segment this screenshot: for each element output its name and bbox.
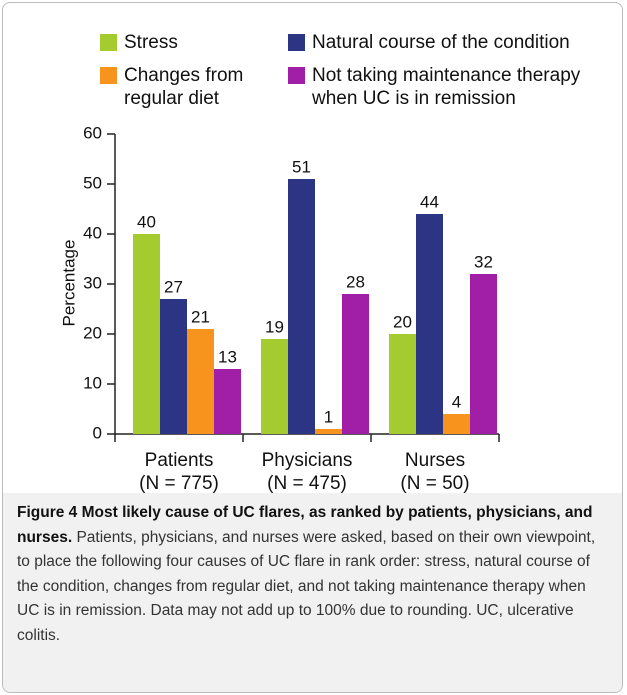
legend-label: Stress [124, 32, 178, 53]
value-label: 19 [265, 317, 284, 336]
y-tick-label: 20 [83, 323, 102, 342]
caption-text: Patients, physicians, and nurses were as… [17, 528, 596, 644]
y-tick-label: 60 [83, 123, 102, 142]
legend-label: Changes from regular diet [124, 65, 244, 109]
legend-label: Not taking maintenance therapy when UC i… [312, 65, 581, 109]
y-tick-label: 0 [93, 423, 102, 442]
value-label: 27 [164, 277, 183, 296]
bar [160, 299, 187, 434]
y-tick-label: 30 [83, 273, 102, 292]
bar [470, 274, 497, 434]
bar [261, 339, 288, 434]
value-label: 20 [393, 312, 412, 331]
bar [389, 334, 416, 434]
bar [214, 369, 241, 434]
value-label: 51 [292, 157, 311, 176]
legend-swatch [288, 34, 305, 51]
caption: Figure 4 Most likely cause of UC flares,… [3, 493, 622, 692]
bar [187, 329, 214, 434]
value-label: 28 [346, 272, 365, 291]
y-tick-label: 40 [83, 223, 102, 242]
value-label: 21 [191, 307, 210, 326]
bar [315, 429, 342, 434]
y-tick-label: 50 [83, 173, 102, 192]
legend-swatch [100, 34, 117, 51]
bar [133, 234, 160, 434]
bar [342, 294, 369, 434]
y-axis-label: Percentage [59, 240, 78, 327]
x-tick-label: Patients [145, 450, 214, 471]
x-tick-note: (N = 475) [267, 473, 347, 493]
x-tick-note: (N = 775) [139, 473, 219, 493]
x-tick-label: Physicians [262, 450, 353, 471]
y-tick-label: 10 [83, 373, 102, 392]
x-tick-note: (N = 50) [400, 473, 469, 493]
x-tick-label: Nurses [405, 450, 465, 471]
value-label: 40 [137, 212, 156, 231]
value-label: 13 [218, 347, 237, 366]
value-label: 1 [324, 407, 333, 426]
caption-label: Figure 4 Most likely cause of UC flares,… [17, 504, 593, 546]
value-label: 32 [474, 252, 493, 271]
value-label: 44 [420, 192, 439, 211]
legend-swatch [288, 67, 305, 84]
legend-label: Natural course of the condition [312, 32, 570, 53]
legend-swatch [100, 67, 117, 84]
bar [443, 414, 470, 434]
chart: Percentage 0 10 20 30 40 50 60 Patients(N = 775… [59, 123, 500, 493]
bar [288, 179, 315, 434]
value-label: 4 [452, 392, 461, 411]
bar [416, 214, 443, 434]
